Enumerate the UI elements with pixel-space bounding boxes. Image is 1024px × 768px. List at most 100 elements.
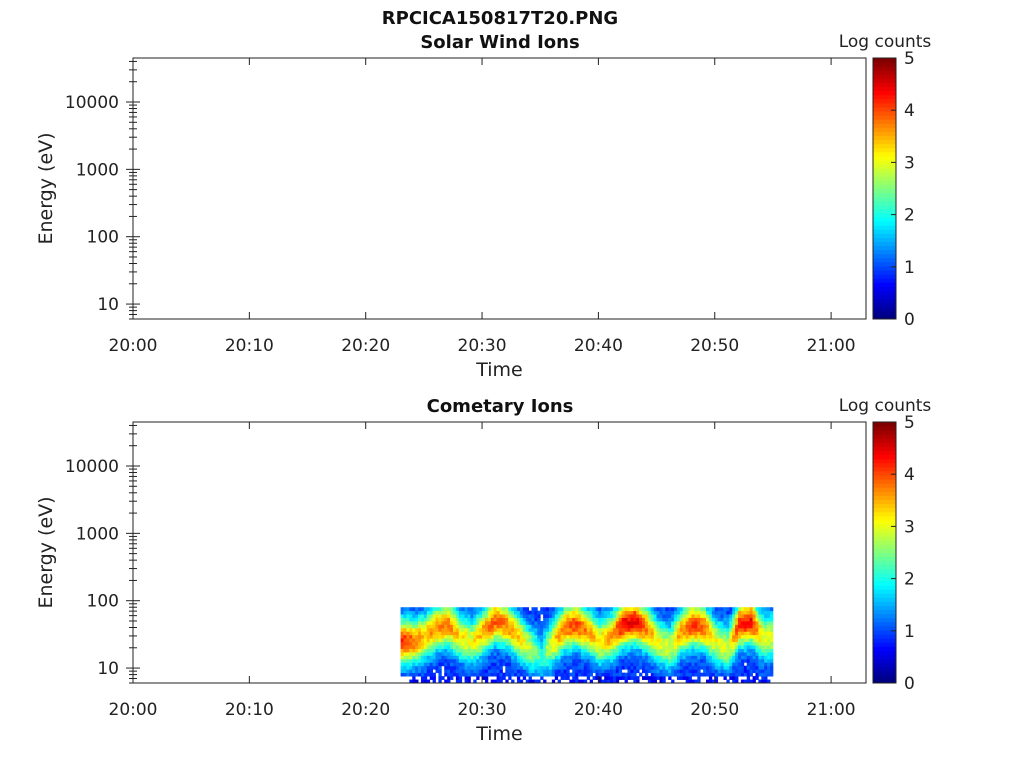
heatmap-cell	[644, 648, 649, 653]
heatmap-cell	[479, 648, 483, 653]
heatmap-cell	[548, 652, 553, 656]
heatmap-cell	[557, 648, 561, 653]
heatmap-cell	[447, 665, 451, 670]
heatmap-cell	[464, 652, 468, 656]
heatmap-cell	[467, 614, 471, 618]
heatmap-cell	[554, 652, 559, 656]
heatmap-cell	[557, 658, 561, 663]
heatmap-cell	[601, 655, 605, 660]
heatmap-cell	[726, 610, 730, 615]
heatmap-cell	[540, 652, 544, 656]
heatmap-cell	[543, 641, 547, 646]
heatmap-cell	[467, 652, 471, 656]
colorbar-swatch	[873, 593, 896, 598]
heatmap-cell	[423, 672, 428, 677]
heatmap-cell	[642, 676, 646, 680]
heatmap-cell	[682, 614, 687, 618]
heatmap-cell	[732, 669, 736, 674]
heatmap-cell	[735, 624, 739, 629]
heatmap-cell	[531, 665, 535, 670]
heatmap-cell	[484, 648, 489, 653]
heatmap-cell	[455, 631, 460, 636]
heatmap-cell	[755, 658, 759, 663]
heatmap-cell	[566, 610, 570, 615]
heatmap-cell	[455, 658, 460, 663]
heatmap-cell	[676, 631, 681, 636]
heatmap-cell	[400, 645, 404, 649]
colorbar-swatch	[873, 495, 896, 500]
heatmap-cell	[473, 621, 477, 625]
x-tick-label: 21:00	[807, 336, 856, 356]
heatmap-cell	[514, 641, 518, 646]
heatmap-cell	[412, 617, 416, 622]
heatmap-cell	[525, 638, 529, 643]
heatmap-cell	[624, 655, 628, 660]
heatmap-cell	[426, 669, 431, 674]
heatmap-cell	[569, 610, 573, 615]
heatmap-cell	[688, 617, 692, 622]
heatmap-cell	[770, 638, 774, 643]
heatmap-cell	[612, 648, 617, 653]
heatmap-cell	[755, 652, 759, 656]
heatmap-cell	[685, 679, 689, 684]
heatmap-cell	[706, 617, 710, 622]
heatmap-cell	[703, 658, 707, 663]
heatmap-cell	[511, 679, 515, 684]
heatmap-cell	[540, 621, 544, 625]
heatmap-cell	[508, 627, 512, 632]
heatmap-cell	[499, 641, 503, 646]
colorbar-swatch	[873, 581, 896, 586]
heatmap-cell	[595, 676, 599, 680]
heatmap-cell	[522, 645, 527, 649]
heatmap-cell	[612, 621, 617, 625]
heatmap-cell	[685, 669, 689, 674]
heatmap-cell	[455, 621, 460, 625]
colorbar-swatch	[873, 70, 896, 75]
heatmap-cell	[551, 662, 556, 667]
heatmap-cell	[676, 638, 681, 643]
heatmap-cell	[644, 610, 649, 615]
heatmap-cell	[583, 610, 588, 615]
heatmap-cell	[636, 607, 640, 612]
heatmap-cell	[575, 679, 579, 684]
heatmap-cell	[516, 676, 521, 680]
heatmap-cell	[679, 645, 684, 649]
heatmap-cell	[415, 614, 419, 618]
heatmap-cell	[706, 614, 710, 618]
heatmap-cell	[473, 631, 477, 636]
heatmap-cell	[493, 672, 497, 677]
heatmap-cell	[563, 610, 567, 615]
heatmap-cell	[563, 658, 567, 663]
heatmap-cell	[749, 607, 753, 612]
heatmap-cell	[755, 665, 759, 670]
heatmap-cell	[511, 655, 515, 660]
heatmap-cell	[548, 607, 553, 612]
heatmap-cell	[452, 669, 457, 674]
heatmap-cell	[761, 662, 765, 667]
heatmap-cell	[653, 672, 657, 677]
heatmap-cell	[580, 655, 585, 660]
heatmap-cell	[461, 617, 465, 622]
heatmap-cell	[420, 665, 425, 670]
heatmap-cell	[415, 617, 419, 622]
heatmap-cell	[546, 621, 550, 625]
heatmap-cell	[429, 610, 433, 615]
heatmap-cell	[743, 672, 748, 677]
heatmap-cell	[426, 634, 431, 639]
heatmap-cell	[580, 631, 585, 636]
heatmap-cell	[685, 607, 689, 612]
heatmap-cell	[560, 672, 564, 677]
heatmap-cell	[525, 679, 529, 684]
heatmap-cell	[659, 634, 663, 639]
heatmap-cell	[423, 614, 428, 618]
heatmap-cell	[435, 665, 439, 670]
heatmap-cell	[502, 662, 506, 667]
colorbar-swatch	[873, 229, 896, 234]
heatmap-cell	[580, 610, 585, 615]
heatmap-cell	[714, 672, 719, 677]
heatmap-cell	[423, 631, 428, 636]
heatmap-cell	[487, 610, 492, 615]
heatmap-cell	[406, 627, 410, 632]
heatmap-cell	[432, 638, 436, 643]
heatmap-cell	[729, 610, 733, 615]
